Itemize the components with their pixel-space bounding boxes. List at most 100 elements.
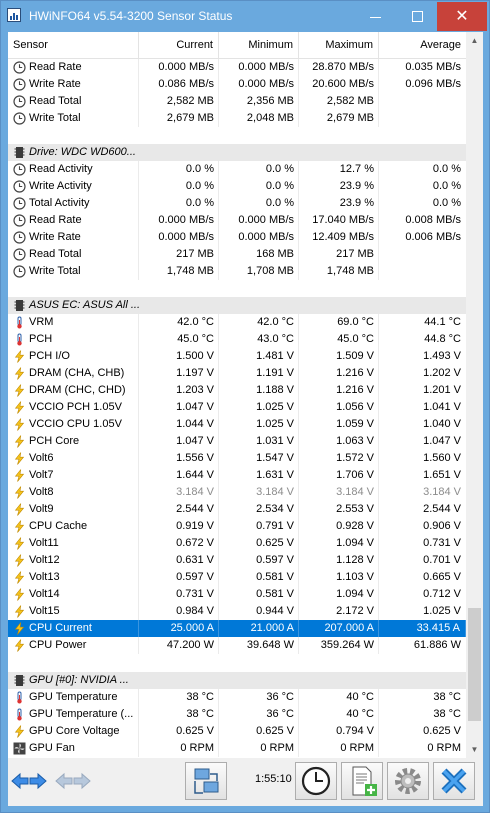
- sensor-group-header[interactable]: Drive: WDC WD600...: [8, 144, 466, 161]
- sensor-row[interactable]: Volt13 0.597 V 0.581 V 1.103 V 0.665 V: [8, 569, 466, 586]
- settings-button[interactable]: [387, 762, 429, 800]
- clock-icon: [13, 197, 26, 210]
- sensor-row[interactable]: GPU Temperature 38 °C 36 °C 40 °C 38 °C: [8, 689, 466, 706]
- scroll-up-icon[interactable]: ▲: [470, 36, 479, 45]
- current-value: 2.544 V: [139, 501, 219, 518]
- app-icon[interactable]: [7, 8, 21, 22]
- minimum-value: 0.000 MB/s: [219, 229, 299, 246]
- sensor-row[interactable]: VCCIO CPU 1.05V 1.044 V 1.025 V 1.059 V 1.04…: [8, 416, 466, 433]
- sensor-row[interactable]: DRAM (CHC, CHD) 1.203 V 1.188 V 1.216 V 1.20…: [8, 382, 466, 399]
- minimum-value: 0.0 %: [219, 195, 299, 212]
- close-button[interactable]: ✕: [437, 2, 487, 31]
- thermometer-icon: [13, 691, 26, 704]
- sensor-row[interactable]: GPU Fan 0 RPM 0 RPM 0 RPM 0 RPM: [8, 740, 466, 757]
- sensor-row[interactable]: Write Total 1,748 MB 1,708 MB 1,748 MB: [8, 263, 466, 280]
- sensor-name: VCCIO PCH 1.05V: [8, 399, 139, 416]
- sensor-name: Volt6: [8, 450, 139, 467]
- current-value: 0.919 V: [139, 518, 219, 535]
- sensor-row[interactable]: Total Activity 0.0 % 0.0 % 23.9 % 0.0 %: [8, 195, 466, 212]
- sensor-row[interactable]: PCH Core 1.047 V 1.031 V 1.063 V 1.047 V: [8, 433, 466, 450]
- group-separator: [8, 654, 466, 672]
- current-value: 2,582 MB: [139, 93, 219, 110]
- column-header-minimum[interactable]: Minimum: [219, 32, 299, 58]
- maximum-value: 17.040 MB/s: [299, 212, 379, 229]
- maximum-value: 1.063 V: [299, 433, 379, 450]
- reset-timer-button[interactable]: [295, 762, 337, 800]
- sensor-name: Read Activity: [8, 161, 139, 178]
- minimize-button[interactable]: [353, 2, 399, 31]
- sensor-row[interactable]: Read Rate 0.000 MB/s 0.000 MB/s 17.040 MB/s…: [8, 212, 466, 229]
- sensor-row[interactable]: PCH I/O 1.500 V 1.481 V 1.509 V 1.493 V: [8, 348, 466, 365]
- sensor-row[interactable]: Write Activity 0.0 % 0.0 % 23.9 % 0.0 %: [8, 178, 466, 195]
- sensor-row[interactable]: Volt14 0.731 V 0.581 V 1.094 V 0.712 V: [8, 586, 466, 603]
- minimum-value: 36 °C: [219, 706, 299, 723]
- column-header-current[interactable]: Current: [139, 32, 219, 58]
- sensor-row[interactable]: DRAM (CHA, CHB) 1.197 V 1.191 V 1.216 V 1.20…: [8, 365, 466, 382]
- minimum-value: 1.547 V: [219, 450, 299, 467]
- sensor-row[interactable]: CPU Power 47.200 W 39.648 W 359.264 W 61.886…: [8, 637, 466, 654]
- sensor-row[interactable]: Volt8 3.184 V 3.184 V 3.184 V 3.184 V: [8, 484, 466, 501]
- current-value: 0.625 V: [139, 723, 219, 740]
- maximize-button[interactable]: [399, 2, 437, 31]
- sensor-row[interactable]: Write Rate 0.000 MB/s 0.000 MB/s 12.409 MB/…: [8, 229, 466, 246]
- sensor-row[interactable]: Volt15 0.984 V 0.944 V 2.172 V 1.025 V: [8, 603, 466, 620]
- minimum-value: 1.481 V: [219, 348, 299, 365]
- minimum-value: 1,708 MB: [219, 263, 299, 280]
- sensor-row[interactable]: Write Total 2,679 MB 2,048 MB 2,679 MB: [8, 110, 466, 127]
- current-value: 1,748 MB: [139, 263, 219, 280]
- minimum-value: 0.000 MB/s: [219, 76, 299, 93]
- average-value: 0.008 MB/s: [405, 214, 461, 226]
- sensor-row[interactable]: Volt9 2.544 V 2.534 V 2.553 V 2.544 V: [8, 501, 466, 518]
- minimum-value: 0.625 V: [219, 723, 299, 740]
- sensor-group-header[interactable]: GPU [#0]: NVIDIA ...: [8, 672, 466, 689]
- sensor-row[interactable]: Volt7 1.644 V 1.631 V 1.706 V 1.651 V: [8, 467, 466, 484]
- group-label: ASUS EC: ASUS All ...: [29, 299, 141, 311]
- column-header-sensor[interactable]: Sensor: [8, 32, 139, 58]
- sensor-row[interactable]: Read Total 217 MB 168 MB 217 MB: [8, 246, 466, 263]
- average-value: 0.701 V: [423, 554, 461, 566]
- sensor-row[interactable]: Volt6 1.556 V 1.547 V 1.572 V 1.560 V: [8, 450, 466, 467]
- sensor-row[interactable]: Read Rate 0.000 MB/s 0.000 MB/s 28.870 MB/s…: [8, 59, 466, 76]
- clock-icon: [13, 95, 26, 108]
- scroll-down-icon[interactable]: ▼: [470, 745, 479, 754]
- sensor-row[interactable]: Volt12 0.631 V 0.597 V 1.128 V 0.701 V: [8, 552, 466, 569]
- sensor-row[interactable]: Read Total 2,582 MB 2,356 MB 2,582 MB: [8, 93, 466, 110]
- column-header-maximum[interactable]: Maximum: [299, 32, 379, 58]
- sensor-row[interactable]: CPU Cache 0.919 V 0.791 V 0.928 V 0.906 V: [8, 518, 466, 535]
- thermometer-icon: [13, 333, 26, 346]
- minimum-value: 2,048 MB: [219, 110, 299, 127]
- lightning-icon: [13, 486, 26, 499]
- close-sensors-button[interactable]: [433, 762, 475, 800]
- sensor-row-selected[interactable]: CPU Current 25.000 A 21.000 A 207.000 A 33.4…: [8, 620, 466, 637]
- logging-button[interactable]: [341, 762, 383, 800]
- sensor-row[interactable]: VRM 42.0 °C 42.0 °C 69.0 °C 44.1 °C: [8, 314, 466, 331]
- current-value: 0.000 MB/s: [139, 59, 219, 76]
- lightning-icon: [13, 418, 26, 431]
- vertical-scrollbar[interactable]: ▲ ▼: [466, 32, 483, 758]
- maximum-value: 69.0 °C: [299, 314, 379, 331]
- sensor-group-header[interactable]: ASUS EC: ASUS All ...: [8, 297, 466, 314]
- expand-collapse-button[interactable]: [8, 762, 50, 800]
- average-value: [379, 110, 466, 127]
- sensor-row[interactable]: Volt11 0.672 V 0.625 V 1.094 V 0.731 V: [8, 535, 466, 552]
- maximum-value: 12.409 MB/s: [299, 229, 379, 246]
- sensor-name: GPU Temperature: [8, 689, 139, 706]
- sensor-name: PCH Core: [8, 433, 139, 450]
- average-value: 0.096 MB/s: [405, 78, 461, 90]
- current-value: 1.500 V: [139, 348, 219, 365]
- average-value: 0.625 V: [423, 725, 461, 737]
- sensor-row[interactable]: VCCIO PCH 1.05V 1.047 V 1.025 V 1.056 V 1.04…: [8, 399, 466, 416]
- sensor-row[interactable]: Read Activity 0.0 % 0.0 % 12.7 % 0.0 %: [8, 161, 466, 178]
- sensor-row[interactable]: GPU Temperature (... 38 °C 36 °C 40 °C 38 °C: [8, 706, 466, 723]
- sensor-row[interactable]: PCH 45.0 °C 43.0 °C 45.0 °C 44.8 °C: [8, 331, 466, 348]
- sensor-row[interactable]: GPU Core Voltage 0.625 V 0.625 V 0.794 V 0.6…: [8, 723, 466, 740]
- scrollbar-thumb[interactable]: [468, 608, 481, 721]
- layout-button[interactable]: [52, 762, 94, 800]
- lightning-icon: [13, 622, 26, 635]
- sensor-row[interactable]: Write Rate 0.086 MB/s 0.000 MB/s 20.600 MB/…: [8, 76, 466, 93]
- title-bar[interactable]: HWiNFO64 v5.54-3200 Sensor Status ✕: [1, 1, 489, 32]
- close-icon: [441, 768, 467, 794]
- minimum-value: 1.188 V: [219, 382, 299, 399]
- network-button[interactable]: [185, 762, 227, 800]
- column-header-average[interactable]: Average: [420, 39, 461, 51]
